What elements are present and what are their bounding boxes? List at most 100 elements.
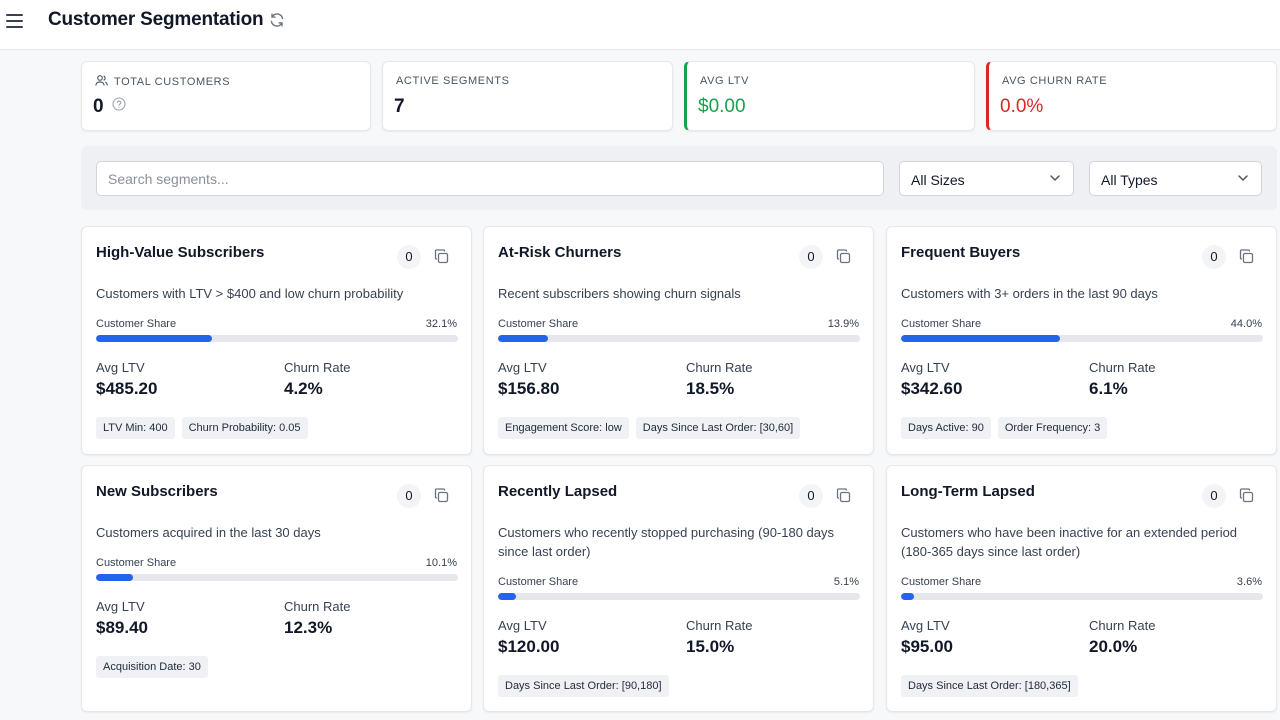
segment-title: New Subscribers — [96, 483, 218, 500]
churn-rate-label: Churn Rate — [1089, 360, 1156, 375]
criteria-chip: Churn Probability: 0.05 — [181, 417, 308, 439]
size-select-value: All Sizes — [911, 172, 965, 188]
copy-icon[interactable] — [1239, 249, 1254, 264]
avg-ltv-value: $156.80 — [498, 379, 560, 398]
customer-share-bar — [96, 335, 458, 342]
customer-share-fill — [96, 574, 133, 581]
segment-card[interactable]: New Subscribers 0 Customers acquired in th… — [81, 465, 472, 712]
copy-icon[interactable] — [836, 249, 851, 264]
segment-title: Frequent Buyers — [901, 244, 1021, 261]
segment-description: Customers with LTV > $400 and low churn … — [96, 286, 404, 301]
size-select[interactable]: All Sizes — [899, 161, 1074, 196]
criteria-chip: Days Since Last Order: [30,60] — [635, 417, 801, 439]
chevron-down-icon — [1050, 175, 1060, 181]
customer-share-bar — [901, 335, 1263, 342]
criteria-chips: Engagement Score: low Days Since Last Ord… — [498, 417, 801, 439]
churn-rate-value: 15.0% — [686, 637, 735, 656]
segment-count-badge: 0 — [1202, 484, 1226, 508]
segment-title: Long-Term Lapsed — [901, 483, 1035, 500]
criteria-chip: Acquisition Date: 30 — [96, 656, 208, 678]
segment-count-badge: 0 — [397, 245, 421, 269]
segment-description: Customers who recently stopped purchasin… — [498, 525, 835, 559]
refresh-icon[interactable] — [269, 12, 285, 28]
segment-count-badge: 0 — [397, 484, 421, 508]
churn-rate-value: 6.1% — [1089, 379, 1128, 398]
segment-title: Recently Lapsed — [498, 483, 618, 500]
criteria-chip: Days Since Last Order: [180,365] — [901, 675, 1078, 697]
churn-rate-value: 4.2% — [284, 379, 323, 398]
customer-share-label: Customer Share — [901, 576, 982, 588]
churn-rate-value: 18.5% — [686, 379, 735, 398]
segment-card[interactable]: High-Value Subscribers 0 Customers with LT… — [81, 226, 472, 455]
avg-ltv-label: Avg LTV — [498, 618, 547, 633]
segment-count-badge: 0 — [799, 484, 823, 508]
segment-card[interactable]: Long-Term Lapsed 0 Customers who have been… — [886, 465, 1277, 712]
customer-share-fill — [498, 593, 517, 600]
criteria-chips: Days Active: 90 Order Frequency: 3 — [901, 417, 1108, 439]
customer-share-bar — [96, 574, 458, 581]
segment-description: Customers acquired in the last 30 days — [96, 525, 321, 540]
stat-label: ACTIVE SEGMENTS — [396, 75, 510, 87]
page-title: Customer Segmentation — [48, 9, 264, 30]
criteria-chip: Days Since Last Order: [90,180] — [498, 675, 669, 697]
help-icon[interactable] — [112, 97, 126, 111]
avg-ltv-label: Avg LTV — [96, 360, 145, 375]
customer-share-label: Customer Share — [96, 318, 177, 330]
stat-value: $0.00 — [698, 96, 746, 117]
search-input[interactable] — [96, 161, 884, 196]
stat-label: AVG CHURN RATE — [1002, 75, 1108, 87]
menu-icon[interactable] — [6, 13, 24, 29]
segment-card[interactable]: At-Risk Churners 0 Recent subscribers show… — [483, 226, 874, 455]
type-select-value: All Types — [1101, 172, 1158, 188]
chevron-down-icon — [1238, 175, 1248, 181]
stat-value: 7 — [394, 96, 405, 117]
criteria-chips: LTV Min: 400 Churn Probability: 0.05 — [96, 417, 308, 439]
stat-value: 0.0% — [1000, 96, 1044, 117]
type-select[interactable]: All Types — [1089, 161, 1262, 196]
segment-title: At-Risk Churners — [498, 244, 622, 261]
copy-icon[interactable] — [434, 249, 449, 264]
churn-rate-label: Churn Rate — [284, 360, 351, 375]
segment-card[interactable]: Recently Lapsed 0 Customers who recently s… — [483, 465, 874, 712]
avg-ltv-value: $120.00 — [498, 637, 560, 656]
avg-ltv-label: Avg LTV — [901, 618, 950, 633]
customer-share-percent: 10.1% — [425, 557, 457, 569]
avg-ltv-label: Avg LTV — [498, 360, 547, 375]
customer-share-fill — [901, 593, 915, 600]
criteria-chip: Days Active: 90 — [901, 417, 991, 439]
stat-label: AVG LTV — [700, 75, 750, 87]
copy-icon[interactable] — [434, 488, 449, 503]
segment-title: High-Value Subscribers — [96, 244, 265, 261]
segment-card[interactable]: Frequent Buyers 0 Customers with 3+ orders… — [886, 226, 1277, 455]
stat-active-segments: ACTIVE SEGMENTS 7 — [382, 61, 673, 131]
customer-share-percent: 32.1% — [425, 318, 457, 330]
criteria-chips: Acquisition Date: 30 — [96, 656, 208, 678]
avg-ltv-value: $342.60 — [901, 379, 963, 398]
customer-share-bar — [498, 335, 860, 342]
segment-description: Customers who have been inactive for an … — [901, 525, 1238, 559]
segment-count-badge: 0 — [799, 245, 823, 269]
segment-count-badge: 0 — [1202, 245, 1226, 269]
customer-share-label: Customer Share — [96, 557, 177, 569]
churn-rate-label: Churn Rate — [1089, 618, 1156, 633]
copy-icon[interactable] — [1239, 488, 1254, 503]
churn-rate-value: 20.0% — [1089, 637, 1138, 656]
avg-ltv-value: $485.20 — [96, 379, 158, 398]
customer-share-bar — [901, 593, 1263, 600]
segment-description: Customers with 3+ orders in the last 90 … — [901, 286, 1158, 301]
churn-rate-value: 12.3% — [284, 618, 333, 637]
avg-ltv-value: $89.40 — [96, 618, 148, 637]
criteria-chip: LTV Min: 400 — [96, 417, 175, 439]
stat-label: TOTAL CUSTOMERS — [114, 76, 231, 88]
customer-share-percent: 13.9% — [827, 318, 859, 330]
copy-icon[interactable] — [836, 488, 851, 503]
customer-share-label: Customer Share — [901, 318, 982, 330]
top-bar: Customer Segmentation — [0, 0, 1280, 50]
customer-share-percent: 5.1% — [833, 576, 859, 588]
criteria-chip: Order Frequency: 3 — [997, 417, 1108, 439]
churn-rate-label: Churn Rate — [686, 618, 753, 633]
filter-bar: All Sizes All Types — [81, 146, 1277, 210]
customer-share-label: Customer Share — [498, 576, 579, 588]
criteria-chips: Days Since Last Order: [180,365] — [901, 675, 1078, 697]
customer-share-fill — [498, 335, 549, 342]
